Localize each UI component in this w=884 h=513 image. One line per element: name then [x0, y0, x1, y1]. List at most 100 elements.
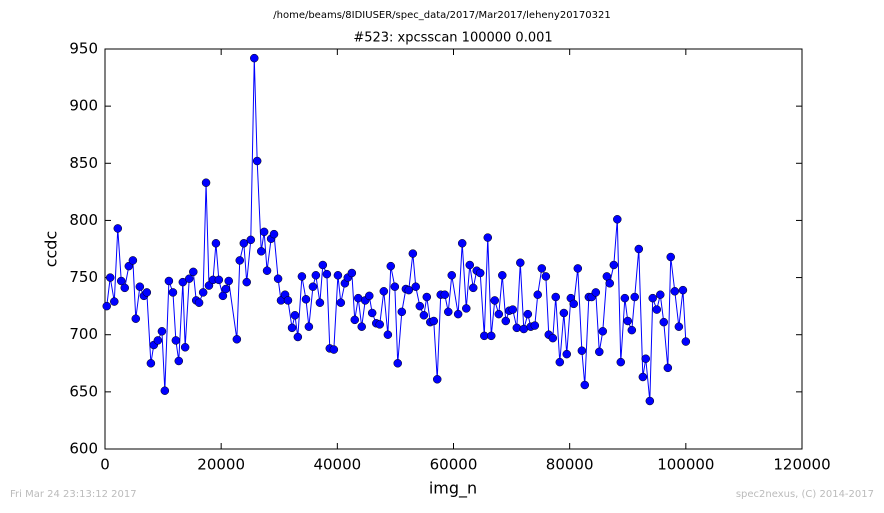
data-point	[419, 311, 429, 320]
data-point	[681, 337, 691, 346]
data-point	[444, 307, 453, 317]
y-axis-label: ccdc	[42, 231, 61, 268]
data-point	[174, 356, 184, 366]
data-point	[142, 288, 152, 297]
data-point	[577, 346, 587, 355]
data-point	[311, 271, 321, 280]
data-point	[573, 264, 583, 273]
data-point	[620, 293, 630, 303]
data-point	[656, 290, 665, 299]
footer-left: Fri Mar 24 23:13:12 2017	[10, 489, 137, 500]
data-point	[440, 290, 450, 299]
data-point	[221, 284, 231, 294]
data-point	[465, 260, 475, 270]
y-tick-label: 600	[69, 440, 98, 458]
data-point	[663, 363, 673, 373]
data-point	[117, 276, 126, 286]
data-point	[283, 296, 293, 305]
data-point	[128, 256, 138, 265]
data-point	[157, 327, 167, 336]
data-point	[501, 316, 511, 326]
data-point	[516, 258, 525, 267]
data-point	[204, 281, 214, 290]
y-tick-label: 650	[69, 382, 98, 400]
data-point	[135, 282, 145, 291]
data-point	[357, 322, 366, 331]
data-point	[541, 272, 551, 281]
data-point	[124, 261, 134, 271]
data-point	[250, 53, 259, 63]
data-point	[262, 266, 272, 275]
data-point	[269, 229, 279, 239]
data-point	[613, 215, 622, 224]
data-point	[146, 359, 156, 368]
data-point	[164, 276, 174, 286]
data-point	[580, 380, 590, 390]
data-point	[201, 178, 211, 187]
data-point	[293, 332, 303, 342]
data-point	[171, 336, 181, 345]
data-point	[350, 315, 360, 325]
data-point	[408, 249, 418, 258]
data-point	[301, 295, 311, 304]
data-point	[290, 311, 300, 320]
data-point	[623, 316, 632, 326]
data-point	[322, 269, 332, 279]
data-point	[184, 274, 194, 283]
data-point	[120, 283, 129, 293]
data-point	[367, 308, 377, 318]
data-point	[160, 386, 170, 395]
data-point	[105, 273, 115, 282]
y-tick-label: 950	[69, 40, 98, 58]
data-point	[523, 309, 533, 319]
data-point	[487, 331, 496, 341]
data-point	[397, 307, 407, 317]
data-point	[308, 282, 318, 291]
data-point	[422, 292, 432, 302]
data-point	[638, 372, 648, 382]
data-point	[533, 290, 542, 299]
x-tick-label: 40000	[313, 456, 361, 474]
data-point	[537, 264, 547, 273]
data-point	[508, 305, 517, 314]
data-point	[404, 285, 414, 295]
data-point	[239, 239, 249, 248]
data-point	[678, 285, 688, 295]
data-point	[530, 321, 540, 330]
data-point	[113, 224, 123, 233]
data-point	[666, 252, 675, 262]
y-tick-label: 700	[69, 325, 98, 343]
x-tick-label: 60000	[430, 456, 478, 474]
data-point	[329, 345, 339, 354]
data-point	[595, 347, 604, 357]
data-point	[674, 322, 684, 331]
data-point	[468, 283, 478, 293]
data-point	[569, 299, 578, 309]
data-point	[393, 359, 402, 368]
x-tick-label: 100000	[657, 456, 714, 474]
x-tick-label: 120000	[773, 456, 830, 474]
data-point	[110, 297, 119, 306]
y-tick-label: 850	[69, 154, 98, 172]
data-point	[652, 305, 662, 314]
x-tick-label: 80000	[546, 456, 594, 474]
data-point	[670, 287, 680, 296]
data-point	[246, 235, 256, 245]
data-point	[318, 260, 328, 270]
data-point	[333, 271, 343, 280]
data-point	[498, 271, 507, 280]
x-tick-label: 0	[100, 456, 110, 474]
data-point	[648, 293, 657, 303]
data-point	[256, 247, 266, 256]
data-point	[198, 288, 208, 297]
data-point	[252, 156, 262, 166]
data-point	[616, 357, 626, 367]
data-point	[304, 322, 314, 331]
y-tick-label: 900	[69, 97, 98, 115]
data-point	[559, 308, 569, 318]
data-point	[224, 276, 233, 286]
data-point	[315, 298, 325, 307]
data-point	[168, 288, 178, 297]
